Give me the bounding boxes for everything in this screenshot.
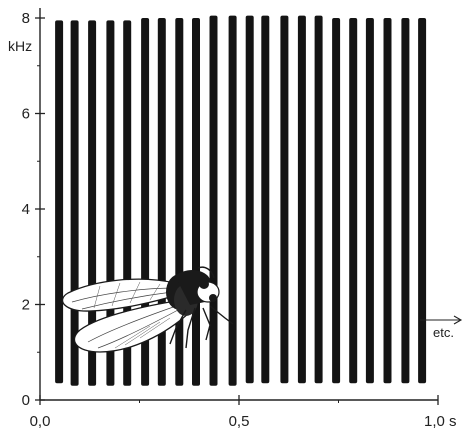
x-tick-label: 1,0 s: [424, 413, 457, 430]
pulse-bar-12: [245, 15, 254, 384]
y-tick-label: 4: [22, 201, 30, 218]
pulse-bar-8: [175, 18, 184, 386]
y-tick-label: 8: [22, 10, 30, 27]
pulse-bar-19: [365, 18, 374, 384]
pulse-bar-16: [314, 15, 323, 384]
pulse-bar-13: [261, 15, 270, 384]
pulse-bar-14: [280, 15, 289, 384]
pulse-bar-2: [70, 20, 79, 386]
pulse-bar-11: [228, 15, 237, 386]
pulse-bar-22: [418, 18, 427, 384]
etc-annotation: etc.: [420, 315, 463, 340]
cicada-illustration: [62, 266, 234, 353]
pulse-bar-15: [297, 15, 306, 384]
axis-ticks: 0 2 4 6 8 0,0 0,5 1,0 s: [22, 10, 457, 430]
y-tick-label: 6: [22, 106, 30, 123]
pulse-bar-9: [192, 18, 200, 386]
y-tick-label: 0: [22, 392, 30, 409]
etc-label: etc.: [433, 325, 454, 340]
pulse-bar-10: [209, 15, 218, 386]
pulse-bar-21: [401, 18, 410, 384]
pulse-bar-18: [349, 18, 358, 384]
x-tick-label: 0,5: [229, 413, 250, 430]
y-tick-label: 2: [22, 297, 30, 314]
etc-arrowhead: [453, 315, 463, 325]
pulse-bar-1: [55, 20, 64, 384]
y-unit-label: kHz: [8, 38, 32, 54]
x-tick-label: 0,0: [30, 413, 51, 430]
pulse-bar-17: [332, 18, 341, 384]
pulse-bar-20: [383, 18, 392, 384]
